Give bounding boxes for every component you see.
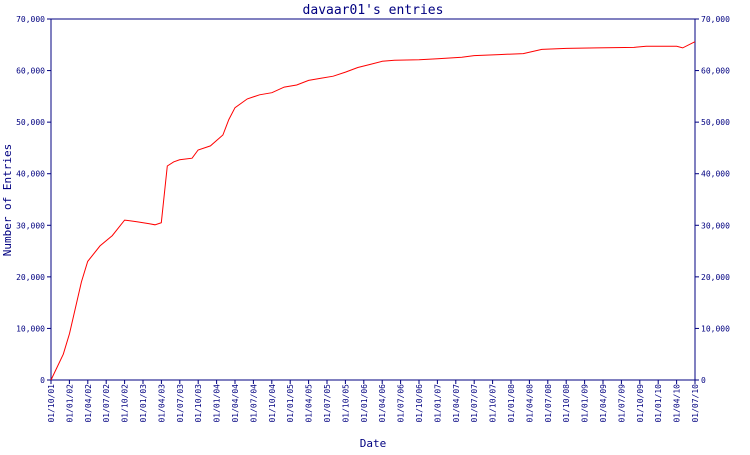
x-tick-label: 01/07/04 [249, 384, 258, 423]
x-tick-label: 01/07/08 [544, 384, 553, 423]
x-tick-label: 01/04/10 [673, 384, 682, 423]
y-tick-label-left: 10,000 [16, 324, 45, 333]
y-tick-label-left: 60,000 [16, 67, 45, 76]
x-tick-label: 01/01/03 [139, 384, 148, 423]
y-tick-label-right: 60,000 [701, 67, 730, 76]
x-axis-label: Date [360, 437, 387, 450]
x-tick-label: 01/07/03 [176, 384, 185, 423]
x-tick-label: 01/07/09 [617, 384, 626, 423]
x-tick-label: 01/10/01 [47, 384, 56, 423]
x-tick-label: 01/04/09 [599, 384, 608, 423]
y-tick-label-right: 10,000 [701, 324, 730, 333]
x-tick-label: 01/04/06 [378, 384, 387, 423]
y-tick-label-left: 0 [40, 376, 45, 385]
y-tick-label-left: 70,000 [16, 15, 45, 24]
x-tick-label: 01/04/05 [305, 384, 314, 423]
x-tick-label: 01/01/08 [507, 384, 516, 423]
x-tick-label: 01/01/09 [581, 384, 590, 423]
y-axis-label: Number of Entries [1, 144, 14, 257]
y-tick-label-right: 50,000 [701, 118, 730, 127]
x-tick-label: 01/10/06 [415, 384, 424, 423]
x-tick-label: 01/10/05 [341, 384, 350, 423]
x-tick-label: 01/10/07 [489, 384, 498, 423]
y-tick-label-right: 0 [701, 376, 706, 385]
y-tick-label-right: 40,000 [701, 170, 730, 179]
chart-title: davaar01's entries [303, 3, 444, 18]
x-tick-label: 01/07/05 [323, 384, 332, 423]
plot-area: 0 0 10,000 10,000 20,000 20,000 30,000 30,000 40… [16, 15, 730, 423]
x-tick-label: 01/10/09 [636, 384, 645, 423]
x-tick-label: 01/01/05 [286, 384, 295, 423]
y-tick-label-right: 30,000 [701, 221, 730, 230]
y-tick-label-left: 20,000 [16, 273, 45, 282]
x-tick-label: 01/10/04 [268, 384, 277, 423]
x-tick-label: 01/01/04 [213, 384, 222, 423]
x-tick-label: 01/01/06 [360, 384, 369, 423]
x-tick-label: 01/04/07 [452, 384, 461, 423]
x-tick-label: 01/07/02 [102, 384, 111, 423]
y-tick-label-left: 50,000 [16, 118, 45, 127]
x-tick-label: 01/04/02 [84, 384, 93, 423]
x-tick-label: 01/10/02 [121, 384, 130, 423]
y-tick-label-right: 70,000 [701, 15, 730, 24]
x-tick-label: 01/01/02 [65, 384, 74, 423]
entries-series-line [50, 41, 696, 381]
y-tick-label-left: 30,000 [16, 221, 45, 230]
x-tick-label: 01/07/10 [691, 384, 700, 423]
x-tick-label: 01/01/10 [654, 384, 663, 423]
y-tick-label-right: 20,000 [701, 273, 730, 282]
x-tick-label: 01/04/08 [525, 384, 534, 423]
x-tick-label: 01/04/04 [231, 384, 240, 423]
plot-frame [50, 18, 696, 381]
x-tick-label: 01/07/06 [397, 384, 406, 423]
x-tick-label: 01/10/08 [562, 384, 571, 423]
x-tick-label: 01/10/03 [194, 384, 203, 423]
y-tick-label-left: 40,000 [16, 170, 45, 179]
x-tick-label: 01/01/07 [433, 384, 442, 423]
x-tick-label: 01/07/07 [470, 384, 479, 423]
x-tick-label: 01/04/03 [157, 384, 166, 423]
